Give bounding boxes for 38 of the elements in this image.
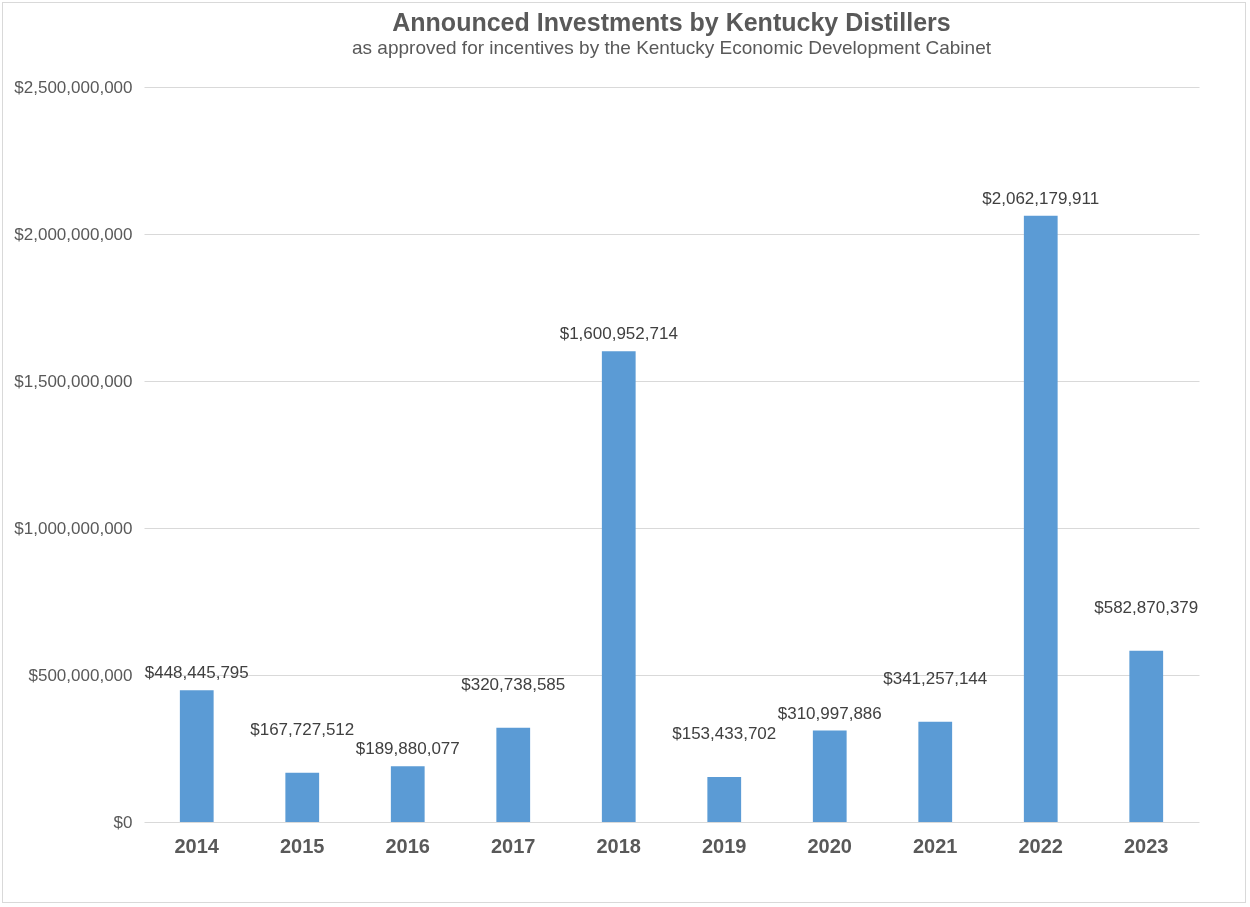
bar: [812, 730, 847, 822]
data-label: $448,445,795: [144, 663, 249, 683]
x-tick-label: 2021: [913, 834, 958, 857]
data-label: $320,738,585: [461, 674, 566, 694]
x-tick-label: 2019: [702, 834, 747, 857]
bar: [918, 721, 953, 822]
x-tick-label: 2018: [596, 834, 641, 857]
y-tick-label: $1,500,000,000: [14, 371, 133, 391]
data-label: $2,062,179,911: [982, 188, 1100, 208]
x-tick-label: 2023: [1124, 834, 1169, 857]
data-label: $582,870,379: [1094, 597, 1199, 617]
y-tick-label: $2,500,000,000: [14, 77, 133, 97]
x-tick-label: 2015: [280, 834, 325, 857]
chart-subtitle: as approved for incentives by the Kentucky Economic Development Cabinet: [352, 37, 992, 58]
bar: [1023, 215, 1058, 822]
x-tick-label: 2022: [1018, 834, 1063, 857]
y-tick-label: $500,000,000: [28, 665, 133, 685]
y-tick-label: $1,000,000,000: [14, 518, 133, 538]
bar: [707, 776, 742, 822]
y-tick-label: $0: [113, 812, 133, 832]
bar: [285, 772, 320, 822]
bar: [390, 766, 425, 822]
bar: [496, 727, 531, 822]
data-label: $310,997,886: [777, 703, 882, 723]
x-tick-label: 2014: [174, 834, 220, 857]
data-label: $341,257,144: [883, 668, 988, 688]
x-tick-label: 2017: [491, 834, 536, 857]
chart-title: Announced Investments by Kentucky Distillers: [392, 8, 951, 36]
bar: [1129, 650, 1164, 822]
x-tick-label: 2016: [385, 834, 430, 857]
data-label: $189,880,077: [355, 739, 460, 759]
x-tick-label: 2020: [807, 834, 852, 857]
data-label: $1,600,952,714: [559, 324, 678, 344]
data-label: $153,433,702: [672, 723, 777, 743]
bar: [601, 351, 636, 822]
bar: [179, 690, 214, 822]
y-tick-label: $2,000,000,000: [14, 224, 133, 244]
data-label: $167,727,512: [250, 719, 355, 739]
